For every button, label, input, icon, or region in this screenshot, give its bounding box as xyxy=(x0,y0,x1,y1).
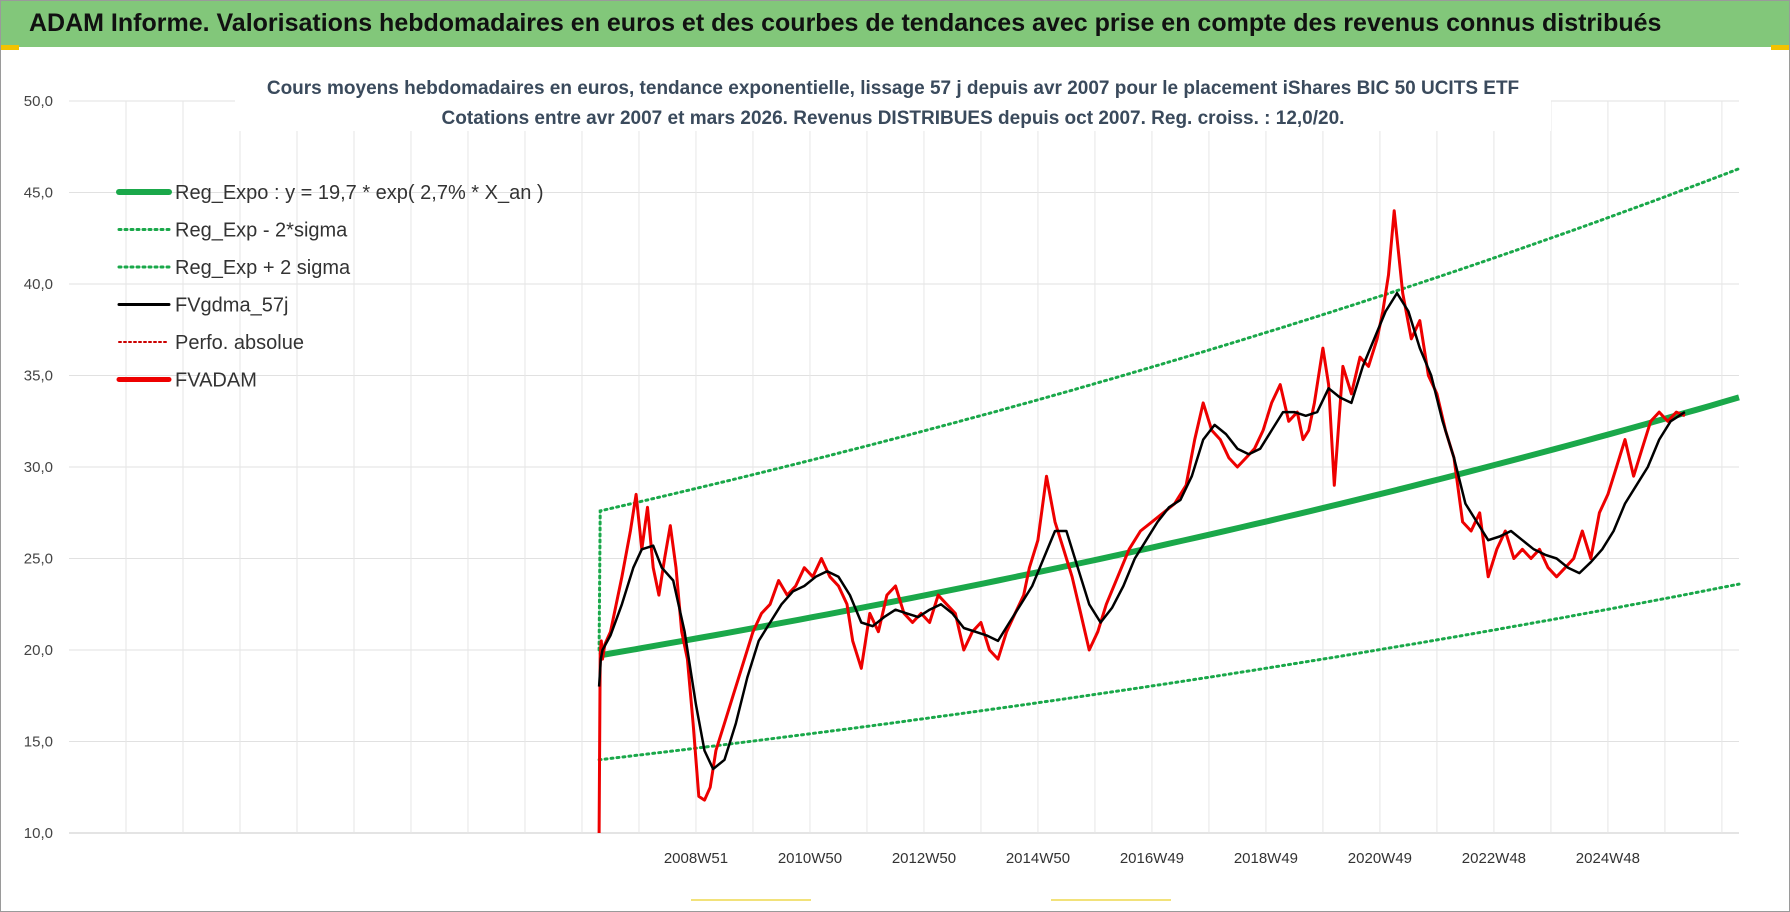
x-tick-label: 2020W49 xyxy=(1348,850,1412,867)
y-tick-label: 20,0 xyxy=(24,642,53,659)
legend-label: Reg_Expo : y = 19,7 * exp( 2,7% * X_an ) xyxy=(175,182,544,204)
bottom-accent-2 xyxy=(1051,899,1171,901)
legend-label: FVgdma_57j xyxy=(175,295,288,317)
header-banner: ADAM Informe. Valorisations hebdomadaire… xyxy=(1,1,1789,47)
legend-label: FVADAM xyxy=(175,370,257,392)
x-tick-label: 2010W50 xyxy=(778,850,842,867)
y-tick-label: 10,0 xyxy=(24,825,53,842)
y-tick-label: 50,0 xyxy=(24,93,53,110)
legend-label: Perfo. absolue xyxy=(175,332,304,354)
x-tick-label: 2014W50 xyxy=(1006,850,1070,867)
x-tick-label: 2012W50 xyxy=(892,850,956,867)
x-tick-label: 2018W49 xyxy=(1234,850,1298,867)
bottom-accent-1 xyxy=(691,899,811,901)
y-tick-label: 45,0 xyxy=(24,185,53,202)
chart-legend: Reg_Expo : y = 19,7 * exp( 2,7% * X_an )… xyxy=(116,182,544,392)
chart-title-line1: Cours moyens hebdomadaires en euros, ten… xyxy=(267,78,1519,99)
y-tick-label: 25,0 xyxy=(24,551,53,568)
legend-label: Reg_Exp + 2 sigma xyxy=(175,257,351,279)
x-tick-label: 2016W49 xyxy=(1120,850,1184,867)
x-axis: 2008W51 2010W50 2012W50 2014W50 2016W49 2018W… xyxy=(664,850,1640,867)
corner-accent-right xyxy=(1771,45,1789,50)
y-tick-label: 15,0 xyxy=(24,734,53,751)
corner-accent-left xyxy=(1,45,19,50)
chart-title-line2: Cotations entre avr 2007 et mars 2026. R… xyxy=(442,108,1345,129)
series-fvgdma xyxy=(597,291,1686,771)
x-tick-label: 2024W48 xyxy=(1576,850,1640,867)
chart-title-background xyxy=(235,67,1551,131)
series-upper-band xyxy=(597,167,1741,652)
series-fvadam xyxy=(597,209,1686,834)
y-tick-label: 40,0 xyxy=(24,276,53,293)
y-tick-label: 30,0 xyxy=(24,459,53,476)
y-axis: 10,0 15,0 20,0 25,0 30,0 35,0 40,0 45,0 50,0 xyxy=(24,93,53,842)
chart-grid xyxy=(69,100,1739,834)
banner-title: ADAM Informe. Valorisations hebdomadaire… xyxy=(29,9,1662,37)
series-lower-band xyxy=(597,582,1741,762)
chart-series xyxy=(597,167,1741,834)
x-tick-label: 2008W51 xyxy=(664,850,728,867)
x-tick-label: 2022W48 xyxy=(1462,850,1526,867)
legend-label: Reg_Exp - 2*sigma xyxy=(175,220,348,242)
series-regression xyxy=(598,394,1740,659)
y-tick-label: 35,0 xyxy=(24,368,53,385)
